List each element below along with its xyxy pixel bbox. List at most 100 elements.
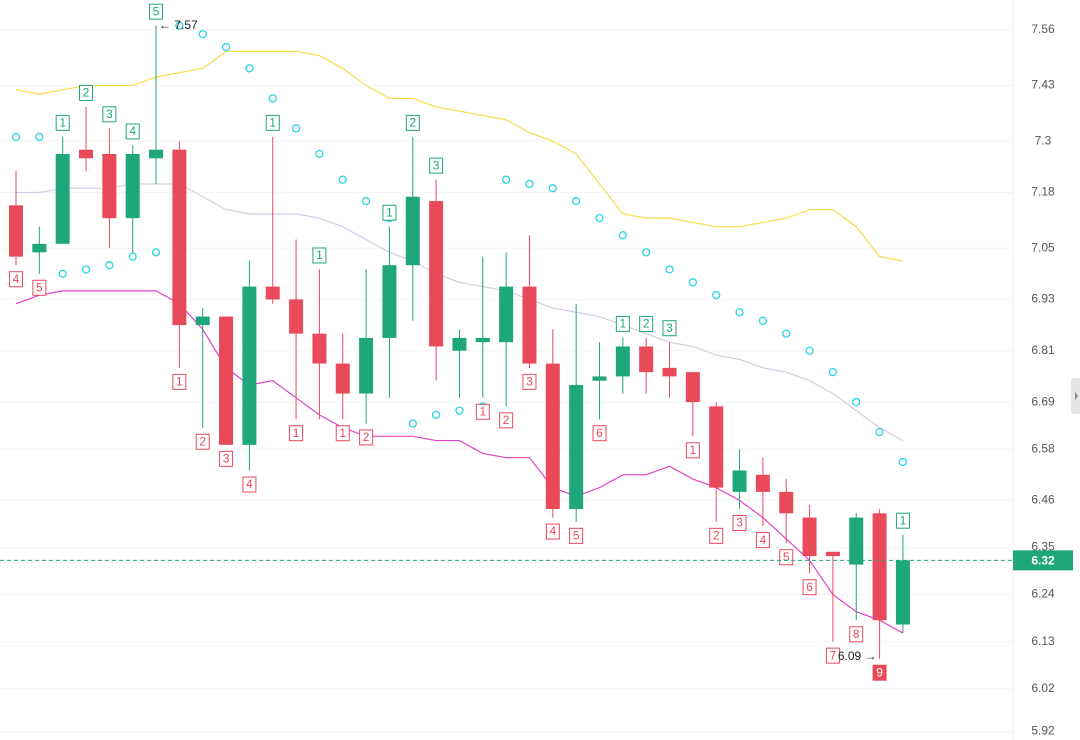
candle-body: [475, 337, 490, 343]
candle-body: [499, 286, 514, 343]
count-box: [382, 204, 397, 221]
count-box: [545, 523, 560, 540]
candle-body: [195, 316, 210, 326]
indicator-line: [15, 50, 904, 262]
count-label: 3: [433, 158, 440, 172]
y-tick-label: 6.81: [1031, 343, 1055, 357]
sar-dot: [175, 21, 184, 30]
count-label: 6: [806, 580, 813, 594]
sar-dot: [128, 252, 137, 261]
sar-dot: [642, 248, 651, 257]
candle-body: [825, 551, 840, 557]
count-box: [475, 403, 490, 420]
candle-body: [265, 286, 280, 300]
count-box: [405, 114, 420, 131]
candle-body: [429, 201, 444, 347]
count-box: [615, 315, 630, 332]
count-box: [429, 157, 444, 174]
count-box: [592, 425, 607, 442]
candle-body: [615, 346, 630, 377]
y-tick-label: 7.05: [1031, 240, 1055, 254]
count-box: [499, 412, 514, 429]
count-box: [895, 512, 910, 529]
sar-dot: [712, 290, 721, 300]
sar-dot: [595, 214, 604, 223]
sar-dot: [291, 124, 301, 133]
count-box: [32, 279, 47, 296]
count-box: [312, 247, 327, 264]
y-tick-label: 7.3: [1035, 133, 1052, 147]
count-label: 3: [736, 516, 743, 530]
candle-body: [102, 153, 117, 219]
sar-dot: [58, 269, 67, 278]
candle-body: [242, 286, 257, 445]
count-box: [242, 476, 257, 493]
count-label: 5: [573, 529, 580, 543]
low-label: 6.09 →: [838, 649, 877, 663]
y-tick-label: 6.69: [1031, 394, 1055, 408]
count-label: 3: [106, 107, 113, 121]
candle-body: [335, 363, 350, 394]
sar-dot: [852, 397, 861, 407]
sar-dot: [221, 42, 231, 52]
sar-dot: [898, 457, 908, 467]
sar-dot: [11, 132, 21, 142]
candle-body: [872, 513, 887, 621]
sar-dot: [455, 406, 464, 415]
candle-body: [359, 337, 374, 394]
candle-body: [685, 372, 700, 403]
y-tick-label: 7.43: [1031, 78, 1055, 92]
count-box: [639, 315, 654, 332]
candle-body: [755, 474, 770, 492]
last-price-badge: [1013, 550, 1073, 571]
count-label: 4: [760, 533, 767, 547]
candle-body: [569, 384, 584, 510]
count-label: 2: [643, 317, 650, 331]
count-box: [522, 373, 537, 390]
y-tick-label: 7.56: [1031, 22, 1055, 36]
count-label: 2: [713, 529, 720, 543]
price-axis: 7.56 7.43 7.3 7.18 7.05 6.93 6.81 6.69 6.58 6.46 6…: [1013, 22, 1073, 738]
sar-dot: [782, 329, 791, 338]
sar-dot: [618, 231, 627, 240]
indicator-line: [16, 183, 904, 442]
count-label: 2: [409, 116, 416, 130]
sar-dot: [408, 419, 417, 428]
count-label: 7: [830, 648, 837, 662]
candle-body: [662, 367, 677, 377]
y-tick-label: 6.35: [1031, 540, 1055, 554]
candle-body: [709, 406, 724, 488]
candle-body: [405, 196, 420, 266]
count-box: [125, 123, 140, 140]
sar-dot: [688, 278, 698, 287]
candle-body: [779, 491, 794, 514]
candle-body: [382, 265, 397, 338]
sar-dot: [198, 30, 207, 39]
count-box: [289, 425, 304, 442]
sar-dot: [315, 149, 324, 159]
count-box: [872, 664, 887, 681]
overlays: [11, 21, 908, 634]
count-label: 1: [176, 375, 183, 389]
count-label: 2: [503, 413, 510, 427]
count-label: 1: [690, 443, 697, 457]
count-box: [825, 647, 840, 664]
count-label: 6: [596, 426, 603, 440]
candle-body: [522, 286, 537, 364]
count-label: 1: [293, 426, 300, 440]
count-box: [755, 532, 770, 549]
count-label: 1: [269, 116, 276, 130]
candle-body: [545, 363, 560, 510]
labels: 1 2 3 4 5 1 1 1 2 3 1 2 3 1 4 5 1 2 3 4 1 1 2 1 2 3 4 5 6 1 2 3 4 5 6 7 8 9 ← …: [0, 3, 1013, 681]
count-box: [335, 425, 350, 442]
count-label: 1: [339, 426, 346, 440]
count-label: 2: [199, 434, 206, 448]
count-label: 4: [246, 477, 253, 491]
count-label: 1: [386, 205, 393, 219]
count-label: 1: [900, 513, 907, 527]
sar-dot: [875, 427, 884, 437]
sar-dot: [548, 184, 557, 193]
count-label: 1: [619, 317, 626, 331]
candle-body: [79, 149, 94, 159]
candle-body: [452, 337, 467, 351]
